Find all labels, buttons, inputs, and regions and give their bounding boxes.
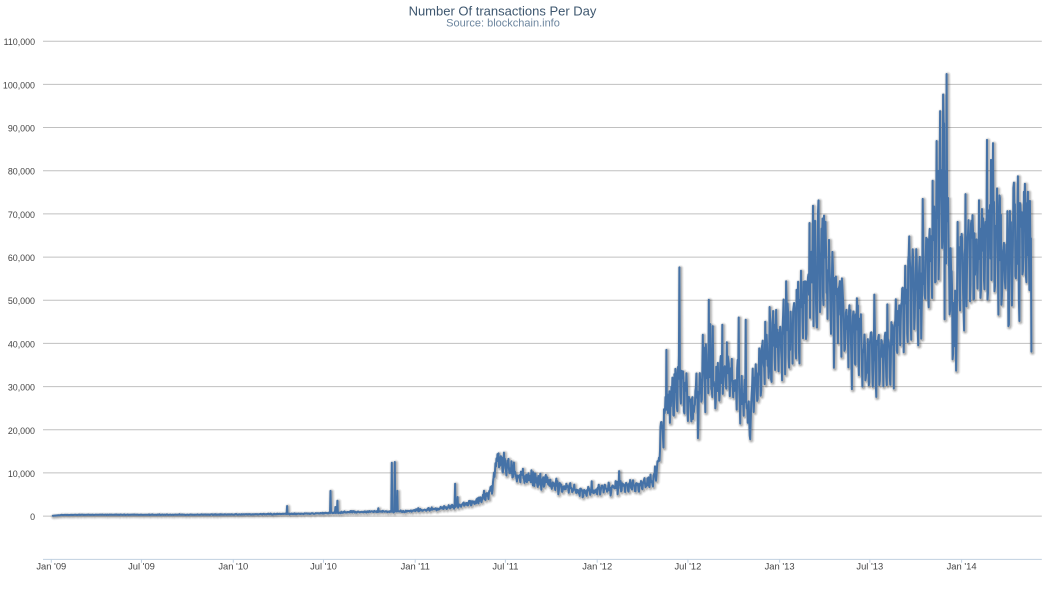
svg-text:Jul '13: Jul '13 xyxy=(856,561,883,572)
svg-text:30,000: 30,000 xyxy=(8,383,35,393)
svg-text:90,000: 90,000 xyxy=(8,124,35,134)
svg-text:40,000: 40,000 xyxy=(8,339,35,349)
svg-text:Jan '09: Jan '09 xyxy=(36,561,66,572)
svg-text:0: 0 xyxy=(30,512,35,522)
svg-text:Jan '13: Jan '13 xyxy=(765,561,795,572)
svg-text:Source: blockchain.info: Source: blockchain.info xyxy=(446,18,560,30)
svg-text:10,000: 10,000 xyxy=(8,469,35,479)
svg-text:Number Of transactions Per Day: Number Of transactions Per Day xyxy=(409,4,597,19)
svg-text:60,000: 60,000 xyxy=(8,253,35,263)
svg-text:Jan '11: Jan '11 xyxy=(401,561,430,572)
svg-text:70,000: 70,000 xyxy=(8,210,35,220)
svg-text:20,000: 20,000 xyxy=(8,426,35,436)
svg-text:Jan '10: Jan '10 xyxy=(218,561,248,572)
svg-text:Jan '12: Jan '12 xyxy=(582,561,612,572)
svg-text:Jan '14: Jan '14 xyxy=(947,561,977,572)
svg-text:110,000: 110,000 xyxy=(4,37,35,47)
svg-text:80,000: 80,000 xyxy=(8,167,35,177)
svg-text:Jul '12: Jul '12 xyxy=(674,561,701,572)
svg-text:Jul '11: Jul '11 xyxy=(492,561,518,572)
svg-text:Jul '10: Jul '10 xyxy=(310,561,337,572)
svg-text:100,000: 100,000 xyxy=(3,80,35,90)
svg-text:50,000: 50,000 xyxy=(8,296,35,306)
svg-text:Jul '09: Jul '09 xyxy=(128,561,155,572)
